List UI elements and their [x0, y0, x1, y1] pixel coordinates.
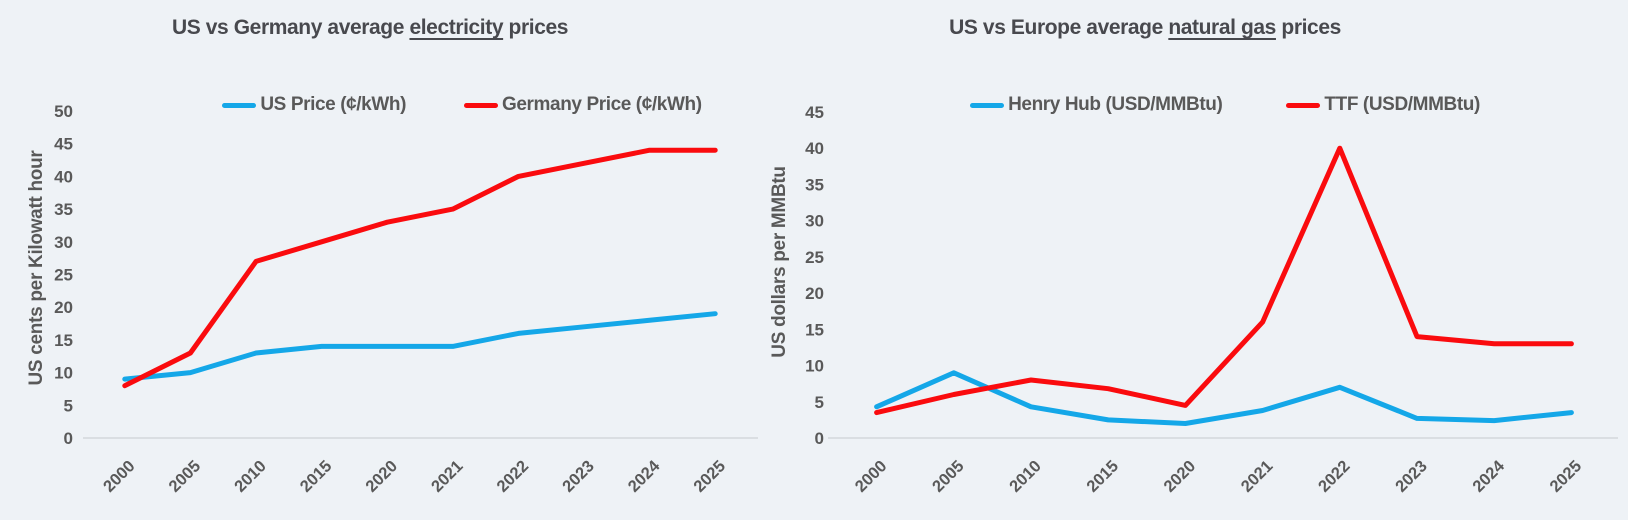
- title-text-underlined: natural gas: [1168, 16, 1276, 39]
- legend-item-henry-hub: Henry Hub (USD/MMBtu): [970, 94, 1223, 116]
- electricity-y-axis-title: US cents per Kilowatt hour: [26, 150, 47, 386]
- x-tick-label: 2024: [625, 457, 664, 496]
- y-tick-label: 15: [805, 320, 824, 339]
- x-tick-label: 2023: [1392, 457, 1431, 496]
- natural-gas-chart-title: US vs Europe average natural gas prices: [760, 16, 1530, 46]
- y-tick-label: 5: [815, 393, 824, 412]
- x-tick-label: 2024: [1469, 457, 1508, 496]
- series-line-1-1: [874, 145, 1574, 416]
- y-tick-label: 10: [805, 357, 824, 376]
- y-tick-label: 45: [805, 103, 824, 122]
- y-tick-label: 45: [54, 135, 73, 154]
- legend-label: US Price (¢/kWh): [260, 94, 406, 115]
- line-swatch-icon: [970, 102, 1005, 108]
- x-tick-label: 2020: [1161, 457, 1200, 496]
- series-line-0-1: [122, 147, 718, 389]
- title-text-suffix: prices: [503, 16, 569, 39]
- title-text-prefix: US vs Germany average: [171, 16, 410, 39]
- legend-item-us-price: US Price (¢/kWh): [222, 94, 406, 116]
- natural-gas-y-axis-title: US dollars per MMBtu: [769, 166, 790, 358]
- y-tick-label: 25: [805, 248, 824, 267]
- x-tick-label: 2023: [559, 457, 598, 496]
- y-tick-label: 30: [54, 233, 73, 252]
- electricity-chart-title: US vs Germany average electricity prices: [0, 16, 740, 46]
- electricity-chart-legend: US Price (¢/kWh) Germany Price (¢/kWh): [90, 92, 834, 118]
- x-tick-label: 2020: [362, 457, 401, 496]
- y-tick-label: 20: [805, 284, 824, 303]
- y-tick-label: 10: [54, 364, 73, 383]
- legend-label: TTF (USD/MMBtu): [1324, 94, 1480, 115]
- x-tick-label: 2025: [1547, 457, 1586, 496]
- series-line-0-0: [122, 311, 718, 382]
- x-tick-label: 2015: [297, 457, 336, 496]
- x-tick-label: 2010: [231, 457, 270, 496]
- line-swatch-icon: [222, 102, 257, 108]
- natural-gas-chart-legend: Henry Hub (USD/MMBtu) TTF (USD/MMBtu): [838, 92, 1612, 118]
- y-tick-label: 30: [805, 212, 824, 231]
- x-tick-label: 2022: [494, 457, 533, 496]
- x-tick-label: 2015: [1083, 457, 1122, 496]
- x-tick-label: 2005: [929, 457, 968, 496]
- y-tick-label: 5: [64, 396, 73, 415]
- x-tick-label: 2021: [1238, 457, 1277, 496]
- series-line-1-0: [874, 370, 1574, 426]
- legend-item-germany-price: Germany Price (¢/kWh): [464, 94, 702, 116]
- legend-label: Germany Price (¢/kWh): [502, 94, 702, 115]
- title-text-underlined: electricity: [409, 16, 504, 39]
- legend-item-ttf: TTF (USD/MMBtu): [1286, 94, 1480, 116]
- y-tick-label: 50: [54, 102, 73, 121]
- y-tick-label: 15: [54, 331, 73, 350]
- line-swatch-icon: [1286, 102, 1321, 108]
- x-tick-label: 2000: [100, 457, 139, 496]
- y-tick-label: 20: [54, 298, 73, 317]
- x-tick-label: 2000: [852, 457, 891, 496]
- y-tick-label: 35: [54, 200, 73, 219]
- y-tick-label: 0: [64, 429, 73, 448]
- y-tick-label: 40: [54, 167, 73, 186]
- x-tick-label: 2021: [428, 457, 467, 496]
- y-tick-label: 40: [805, 139, 824, 158]
- y-tick-label: 0: [815, 429, 824, 448]
- y-tick-label: 25: [54, 266, 73, 285]
- legend-label: Henry Hub (USD/MMBtu): [1008, 94, 1223, 115]
- x-tick-label: 2010: [1006, 457, 1045, 496]
- y-tick-label: 35: [805, 175, 824, 194]
- title-text-suffix: prices: [1275, 16, 1341, 39]
- x-tick-label: 2025: [690, 457, 729, 496]
- x-tick-label: 2005: [166, 457, 205, 496]
- title-text-prefix: US vs Europe average: [949, 16, 1169, 39]
- line-swatch-icon: [464, 102, 498, 108]
- x-tick-label: 2022: [1315, 457, 1354, 496]
